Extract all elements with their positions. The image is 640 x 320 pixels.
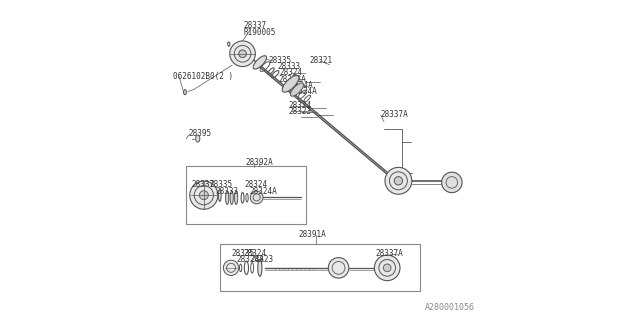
Ellipse shape [282, 76, 299, 92]
Text: 28324: 28324 [243, 249, 266, 258]
Text: 28324: 28324 [245, 180, 268, 189]
Ellipse shape [253, 56, 266, 69]
Text: 28324: 28324 [288, 101, 311, 110]
Circle shape [385, 167, 412, 194]
Circle shape [239, 50, 246, 58]
Circle shape [250, 191, 263, 204]
Ellipse shape [184, 90, 186, 95]
Bar [220, 244, 420, 291]
Circle shape [328, 258, 349, 278]
Text: 28323A: 28323A [278, 75, 306, 84]
Text: 28333: 28333 [278, 62, 301, 71]
Text: 28391A: 28391A [298, 230, 326, 239]
Text: 28395: 28395 [189, 129, 212, 138]
Text: 28324: 28324 [280, 68, 303, 77]
Text: 28324A: 28324A [289, 87, 317, 96]
Text: 28335: 28335 [231, 249, 254, 258]
Text: 28333: 28333 [215, 187, 238, 196]
Text: 28337: 28337 [244, 21, 267, 30]
Text: 28337A: 28337A [381, 110, 408, 119]
Circle shape [374, 255, 400, 281]
Circle shape [383, 264, 391, 272]
Circle shape [189, 181, 218, 209]
Text: 28335: 28335 [210, 180, 233, 189]
Ellipse shape [196, 135, 200, 142]
Circle shape [200, 191, 209, 200]
Ellipse shape [235, 191, 238, 204]
Circle shape [223, 260, 239, 276]
Text: 28324A: 28324A [237, 255, 264, 264]
Circle shape [442, 172, 462, 193]
Text: 28324A: 28324A [285, 81, 314, 90]
Text: 28323: 28323 [250, 255, 273, 264]
Text: A280001056: A280001056 [425, 303, 475, 312]
Circle shape [394, 177, 403, 185]
Text: 28323: 28323 [288, 107, 311, 116]
Ellipse shape [230, 191, 234, 204]
Text: 0626102B0(2 ): 0626102B0(2 ) [173, 72, 233, 81]
Text: 28392A: 28392A [246, 158, 273, 167]
Text: 28337A: 28337A [375, 249, 403, 258]
Ellipse shape [226, 191, 229, 204]
Text: 28337: 28337 [191, 180, 214, 189]
Ellipse shape [291, 83, 303, 96]
Ellipse shape [258, 259, 262, 276]
Bar [186, 166, 307, 224]
Text: R190005: R190005 [244, 28, 276, 36]
Text: 28321: 28321 [310, 56, 333, 65]
Text: 28335: 28335 [268, 56, 291, 65]
Text: 28324A: 28324A [249, 187, 276, 196]
Circle shape [230, 41, 255, 67]
